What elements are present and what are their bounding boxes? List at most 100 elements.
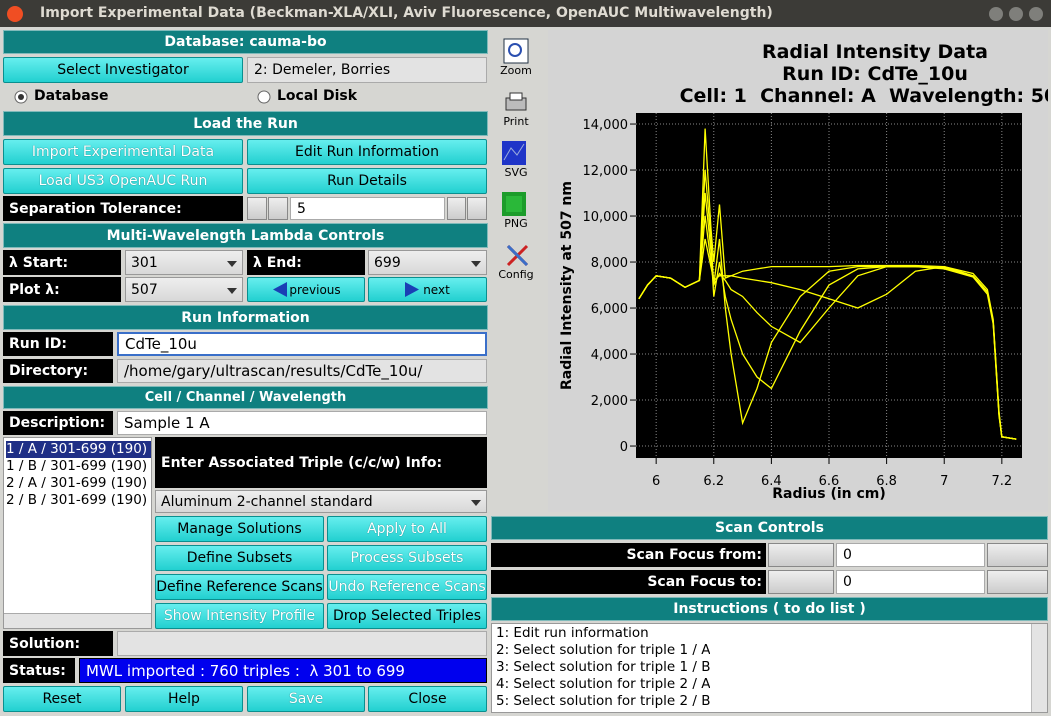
status-field: MWL imported : 760 triples : λ 301 to 69… <box>79 658 487 683</box>
label: Description: <box>3 411 113 435</box>
spin-buttons[interactable] <box>987 570 1048 594</box>
instructions-box: 1: Edit run information 2: Select solutio… <box>491 623 1048 713</box>
y-tick-label: 8,000 <box>591 256 628 271</box>
instruction-line: 3: Select solution for triple 1 / B <box>496 659 711 675</box>
radio-label[interactable]: Database <box>34 88 109 104</box>
chart-title: Cell: 1 Channel: A Wavelength: 507 <box>680 85 1048 107</box>
button[interactable]: Load US3 OpenAUC Run <box>3 168 243 194</box>
toolbar-label[interactable]: Zoom <box>500 64 532 77</box>
scrollbar[interactable] <box>4 613 151 628</box>
chart-title: Run ID: CdTe_10u <box>782 63 968 85</box>
toolbar-label[interactable]: PNG <box>504 217 528 230</box>
label: Solution: <box>3 631 113 656</box>
chart-title: Radial Intensity Data <box>762 41 988 63</box>
focus-field[interactable]: 0 <box>836 543 985 567</box>
x-tick-label: 6.2 <box>703 474 724 489</box>
button[interactable]: Define Reference Scans <box>155 574 324 600</box>
zoom-icon[interactable] <box>503 38 529 64</box>
list-item[interactable]: 2 / B / 301-699 (190) <box>6 492 148 508</box>
section-header: Run Information <box>3 305 488 330</box>
y-tick-label: 14,000 <box>583 118 629 133</box>
data-line <box>638 238 1017 440</box>
button[interactable]: Edit Run Information <box>247 139 487 165</box>
description-field[interactable]: Sample 1 A <box>117 411 487 435</box>
list-item[interactable]: 2 / A / 301-699 (190) <box>6 475 148 491</box>
x-tick-label: 7 <box>940 474 948 489</box>
svg-icon[interactable] <box>501 140 527 166</box>
spin-buttons[interactable] <box>768 543 834 567</box>
label: Directory: <box>3 359 113 383</box>
button[interactable]: Run Details <box>247 168 487 194</box>
title-bar: Import Experimental Data (Beckman-XLA/XL… <box>0 0 1051 27</box>
label: Separation Tolerance: <box>3 196 243 221</box>
button[interactable]: Close <box>368 686 487 712</box>
triple-list[interactable]: 1 / A / 301-699 (190) 1 / B / 301-699 (19… <box>3 437 152 629</box>
solution-field <box>117 631 487 656</box>
print-icon[interactable] <box>503 90 529 116</box>
investigator-field: 2: Demeler, Borries <box>247 57 487 83</box>
x-tick-label: 6 <box>652 474 660 489</box>
instruction-line: 5: Select solution for triple 2 / B <box>496 693 711 709</box>
radio-label[interactable]: Local Disk <box>277 88 358 104</box>
button[interactable]: Undo Reference Scans <box>327 574 487 600</box>
combo-box[interactable]: 699 <box>368 250 487 275</box>
y-tick-label: 12,000 <box>583 164 629 179</box>
button[interactable]: next <box>368 277 487 302</box>
label: λ Start: <box>3 250 121 275</box>
button[interactable]: Apply to All <box>327 516 487 542</box>
button[interactable]: Help <box>125 686 243 712</box>
section-header: Database: cauma-bo <box>3 30 488 54</box>
y-tick-label: 2,000 <box>591 394 628 409</box>
radio-off[interactable] <box>257 90 271 104</box>
spin-buttons[interactable] <box>987 543 1048 567</box>
spin-button[interactable] <box>247 197 267 220</box>
png-icon[interactable] <box>501 191 527 217</box>
combo-box[interactable]: 301 <box>125 250 243 275</box>
label: Scan Focus from: <box>491 543 766 567</box>
window-controls[interactable] <box>988 6 1044 22</box>
button[interactable]: previous <box>247 277 365 302</box>
button[interactable]: Define Subsets <box>155 545 324 571</box>
focus-field[interactable]: 0 <box>836 570 985 594</box>
button[interactable]: Show Intensity Profile <box>155 603 324 629</box>
scrollbar[interactable] <box>1031 624 1047 712</box>
app-icon <box>7 6 23 22</box>
spin-button[interactable] <box>447 197 466 220</box>
y-axis-label: Radial Intensity at 507 nm <box>559 181 575 390</box>
toolbar-label[interactable]: Print <box>503 115 529 128</box>
tolerance-field[interactable]: 5 <box>290 197 445 220</box>
list-item[interactable]: 1 / A / 301-699 (190) <box>6 441 151 458</box>
x-tick-label: 6.6 <box>819 474 840 489</box>
label: Enter Associated Triple (c/c/w) Info: <box>155 437 487 488</box>
y-tick-label: 6,000 <box>591 302 628 317</box>
run-id-field[interactable]: CdTe_10u <box>117 332 487 356</box>
label: λ End: <box>247 250 365 275</box>
button[interactable]: Select Investigator <box>3 57 243 83</box>
spin-buttons[interactable] <box>768 570 834 594</box>
button[interactable]: Reset <box>3 686 121 712</box>
toolbar-label[interactable]: Config <box>498 268 534 281</box>
button[interactable]: Import Experimental Data <box>3 139 243 165</box>
button[interactable]: Drop Selected Triples <box>327 603 487 629</box>
section-header: Instructions ( to do list ) <box>491 597 1048 621</box>
y-tick-label: 4,000 <box>591 348 628 363</box>
section-header: Load the Run <box>3 111 488 136</box>
spin-button[interactable] <box>467 197 487 220</box>
button[interactable]: Manage Solutions <box>155 516 324 542</box>
combo-box[interactable]: Aluminum 2-channel standard <box>155 490 487 513</box>
config-icon[interactable] <box>505 243 531 269</box>
toolbar-label[interactable]: SVG <box>504 166 528 179</box>
label: Status: <box>3 658 75 683</box>
y-tick-label: 10,000 <box>583 210 629 225</box>
label: Scan Focus to: <box>491 570 766 594</box>
arrow-icon <box>405 282 419 297</box>
list-item[interactable]: 1 / B / 301-699 (190) <box>6 458 148 474</box>
directory-field: /home/gary/ultrascan/results/CdTe_10u/ <box>117 359 487 383</box>
button[interactable]: Save <box>247 686 365 712</box>
combo-box[interactable]: 507 <box>125 277 243 302</box>
y-tick-label: 0 <box>620 440 628 455</box>
radio-on[interactable] <box>14 90 28 104</box>
spin-button[interactable] <box>268 197 288 220</box>
button[interactable]: Process Subsets <box>327 545 487 571</box>
x-tick-label: 6.4 <box>761 474 782 489</box>
